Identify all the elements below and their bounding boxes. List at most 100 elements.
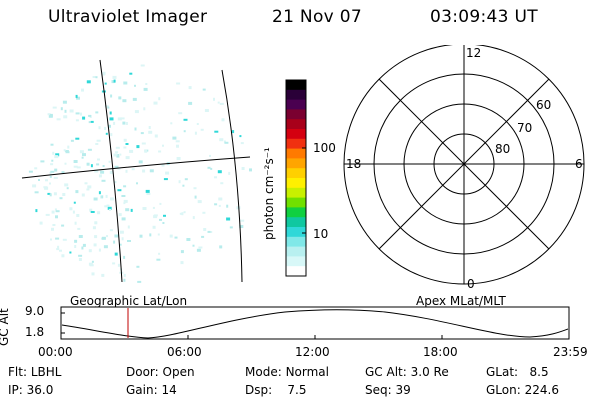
colorbar-band [286,217,306,228]
colorbar-band [286,99,306,110]
speckle [105,132,108,135]
speckle [153,215,158,219]
speckle [98,174,102,178]
speckle [136,265,140,268]
speckle [228,171,231,175]
timeline-xtick-0: 00:00 [38,345,73,359]
speckle [119,243,122,246]
speckle [161,163,165,167]
colorbar-band [286,119,306,130]
speckle [88,262,93,266]
speckle [139,234,143,238]
speckle [109,111,112,115]
speckle [117,263,120,267]
speckle [55,153,60,157]
speckle [174,236,178,239]
header-time: 03:09:43 UT [430,7,538,27]
colorbar-band [286,138,306,150]
speckle [91,260,94,263]
speckle [35,209,38,213]
speckle [114,234,119,238]
speckle [76,166,81,169]
speckle [67,145,70,149]
longitude-line-right [221,69,243,283]
speckle [137,280,142,283]
speckle [53,176,58,179]
speckle [214,176,217,179]
speckle [28,170,33,173]
speckle [163,214,166,217]
speckle [179,212,182,215]
speckle [49,113,53,117]
speckle [122,121,126,125]
speckle [34,191,39,194]
speckle [159,218,162,221]
speckle [104,205,108,208]
speckle [64,150,69,152]
speckle [81,156,84,159]
speckle [119,153,122,156]
speckle [61,254,65,258]
speckle [101,195,104,199]
speckle [54,208,57,211]
speckle [113,79,116,83]
speckle [157,233,160,236]
speckle [219,245,223,249]
speckle [184,178,188,181]
timeline-xtick-3: 18:00 [423,345,458,359]
gc-alt-curve [61,309,569,339]
speckle [183,118,188,121]
speckle [101,273,105,277]
speckle [134,127,137,131]
speckle [49,175,52,178]
speckle [97,211,101,215]
speckle [95,76,98,79]
speckle [49,172,52,174]
speckle [194,195,197,199]
speckle [74,239,78,243]
speckle [51,159,54,162]
instrument-title: Ultraviolet Imager [48,7,208,27]
speckle [204,109,209,112]
speckle [183,211,186,214]
speckle [96,139,101,142]
speckle [66,187,69,190]
speckle [163,178,168,181]
speckle [75,94,78,98]
timeline-plot [60,306,570,340]
speckle [77,227,81,230]
speckle [84,182,88,185]
speckle [93,197,98,201]
speckle [69,109,74,113]
speckle [131,168,135,171]
speckle [148,126,151,129]
speckle [81,246,84,250]
speckle [148,130,153,134]
speckle [79,150,84,154]
speckle [232,130,235,134]
speckle [180,250,184,254]
speckle [129,149,134,153]
speckle [82,153,86,157]
speckle [200,128,204,131]
speckle [89,208,93,212]
speckle [107,106,110,109]
speckle [52,224,56,226]
speckle [55,237,60,240]
speckle [100,170,105,174]
speckle [76,214,80,217]
speckle [103,72,106,76]
speckle [117,189,122,192]
speckle [75,137,80,140]
speckle [132,97,137,101]
speckle [142,169,146,173]
colorbar-band [286,80,306,91]
speckle [115,146,120,149]
speckle [109,208,111,211]
speckle [75,190,79,194]
info-door: Door: Open [126,365,195,379]
speckle [88,249,92,253]
speckle [121,195,126,197]
speckle [62,100,67,104]
speckle [50,170,55,173]
